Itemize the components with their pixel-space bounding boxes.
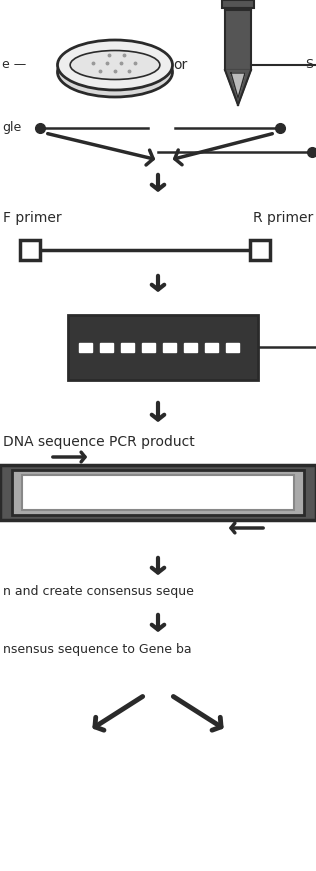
Bar xyxy=(163,343,176,353)
Polygon shape xyxy=(231,73,245,98)
Bar xyxy=(79,343,92,353)
Bar xyxy=(205,343,218,353)
Ellipse shape xyxy=(70,51,160,79)
Bar xyxy=(142,343,155,353)
Text: S: S xyxy=(305,58,313,71)
Ellipse shape xyxy=(58,47,173,97)
Bar xyxy=(100,343,113,353)
Text: DNA sequence PCR product: DNA sequence PCR product xyxy=(3,435,195,449)
Bar xyxy=(0,465,316,520)
Bar xyxy=(121,343,134,353)
Bar xyxy=(184,343,197,353)
Ellipse shape xyxy=(58,40,173,90)
Bar xyxy=(68,315,258,380)
Text: F primer: F primer xyxy=(3,211,62,225)
Bar xyxy=(226,343,239,353)
Text: e —: e — xyxy=(2,58,26,71)
Text: or: or xyxy=(173,58,187,72)
Text: nsensus sequence to Gene ba: nsensus sequence to Gene ba xyxy=(3,644,191,657)
Bar xyxy=(20,240,40,260)
Bar xyxy=(222,0,254,8)
Text: R primer: R primer xyxy=(253,211,313,225)
Bar xyxy=(225,8,251,70)
Polygon shape xyxy=(225,70,251,105)
Bar xyxy=(250,240,270,260)
Bar xyxy=(12,470,304,515)
Text: n and create consensus seque: n and create consensus seque xyxy=(3,585,194,598)
Text: gle: gle xyxy=(2,121,21,134)
Bar xyxy=(22,475,294,510)
